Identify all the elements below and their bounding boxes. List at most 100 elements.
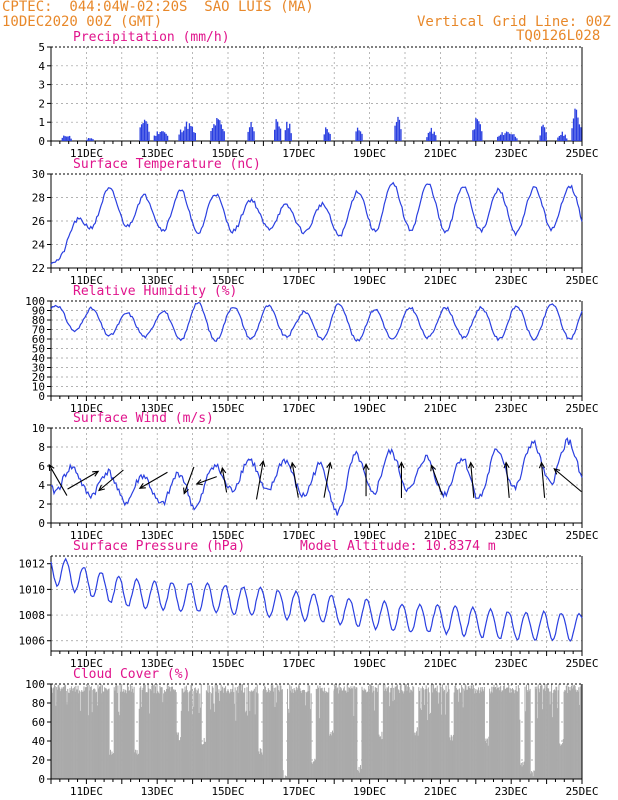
cloud-bar <box>368 686 370 779</box>
y-tick-label: 0 <box>38 135 45 148</box>
cloud-bar <box>413 687 415 779</box>
cloud-bar <box>104 688 106 779</box>
x-tick-label: 19DEC <box>353 147 386 160</box>
cloud-bar <box>301 690 303 779</box>
cloud-bar <box>190 685 192 779</box>
cloud-bar <box>396 685 398 779</box>
cloud-bar <box>212 687 214 779</box>
cloud-bar <box>204 741 206 779</box>
x-tick-label: 11DEC <box>70 529 103 542</box>
cloud-bar <box>267 691 269 779</box>
precip-bar <box>572 118 575 141</box>
cloud-bar <box>129 684 131 779</box>
precip-bar <box>63 135 65 141</box>
precip-bar <box>86 139 88 141</box>
cloud-bar <box>424 704 426 779</box>
cloud-bar <box>552 692 554 779</box>
cloud-bar <box>371 685 373 779</box>
precip-bar <box>564 134 566 141</box>
cloud-bar <box>523 761 525 779</box>
cloud-bar <box>264 686 266 779</box>
x-tick-label: 19DEC <box>353 529 386 542</box>
cloud-bar <box>221 690 223 779</box>
cloud-bar <box>55 705 57 779</box>
cloud-bar <box>440 686 442 779</box>
cloud-bar <box>309 685 311 779</box>
cloud-bar <box>57 685 59 779</box>
precip-bar <box>182 130 185 141</box>
cloud-bar <box>496 684 498 779</box>
cloud-bar <box>266 692 268 779</box>
cloud-bar <box>357 769 359 779</box>
cloud-bar <box>180 710 182 779</box>
x-tick-label: 25DEC <box>565 785 598 798</box>
cloud-bar <box>70 690 72 779</box>
header-grid-note: Vertical Grid Line: 00Z <box>417 14 611 30</box>
cloud-bar <box>385 688 387 779</box>
cloud-bar <box>528 690 530 779</box>
cloud-bar <box>447 691 449 779</box>
precip-bar <box>289 123 291 141</box>
precip-bar <box>566 138 568 141</box>
cloud-bar <box>233 703 235 779</box>
cloud-bar <box>427 687 429 779</box>
precip-bar <box>139 127 141 141</box>
cloud-bar <box>119 685 121 779</box>
cloud-bar <box>519 719 521 779</box>
cloud-bar <box>224 687 226 779</box>
x-tick-label: 19DEC <box>353 274 386 287</box>
cloud-bar <box>226 691 228 779</box>
cloud-bar <box>210 709 212 779</box>
cloud-bar <box>466 689 468 779</box>
cloud-bar <box>445 685 447 779</box>
cloud-bar <box>86 686 88 779</box>
cloud-bar <box>128 690 130 779</box>
wind-arrow <box>503 461 510 498</box>
y-tick-label: 2 <box>38 498 45 511</box>
cloud-bar <box>51 687 53 779</box>
cloud-bar <box>146 692 148 779</box>
cloud-bar <box>242 692 244 779</box>
cloud-bar <box>321 687 323 779</box>
precip-bar <box>504 133 506 141</box>
cloud-bar <box>326 692 328 779</box>
cloud-bar <box>446 693 448 779</box>
x-tick-label: 21DEC <box>424 147 457 160</box>
cloud-bar <box>139 687 141 779</box>
cloud-bar <box>462 707 464 779</box>
precip-bar <box>286 121 288 141</box>
cloud-bar <box>181 688 183 779</box>
cloud-bar <box>87 685 89 779</box>
cloud-bar <box>486 742 488 779</box>
cloud-bar <box>459 692 461 779</box>
cloud-bar <box>225 686 227 779</box>
cloud-bar <box>489 693 491 779</box>
cloud-bar <box>184 686 186 779</box>
cloud-bar <box>497 687 499 779</box>
cloud-bar <box>164 691 166 779</box>
cloud-bar <box>340 688 342 779</box>
cloud-bar <box>478 687 480 779</box>
y-tick-label: 26 <box>32 215 45 228</box>
cloud-bar <box>464 690 466 779</box>
cloud-bar <box>73 686 75 779</box>
precip-bar <box>476 119 479 141</box>
cloud-bar <box>532 776 534 779</box>
cloud-bar <box>199 693 201 779</box>
cloud-bar <box>179 740 181 779</box>
cloud-bar <box>318 718 320 779</box>
cloud-bar <box>360 768 362 779</box>
cloud-bar <box>320 688 322 779</box>
cloud-bar <box>316 688 318 779</box>
cloud-bar <box>545 690 547 779</box>
cloud-bar <box>367 691 369 779</box>
cloud-bar <box>506 687 508 779</box>
cloud-bar <box>475 693 477 779</box>
precip-bar <box>250 122 252 141</box>
cloud-bar <box>417 735 419 779</box>
cloud-bar <box>280 685 282 779</box>
precip-bar <box>161 131 163 141</box>
cloud-bar <box>149 713 151 779</box>
cloud-bar <box>557 690 559 779</box>
x-tick-label: 13DEC <box>141 274 174 287</box>
